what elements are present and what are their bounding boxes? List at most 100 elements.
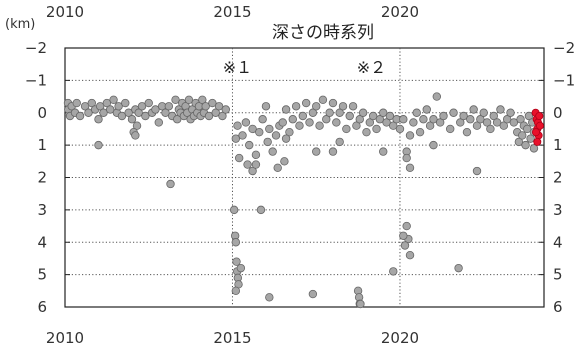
y-tick-label-left: 3 [37,201,47,219]
data-point [405,131,415,140]
data-point [308,289,318,299]
data-point [117,111,127,121]
data-point [362,127,371,137]
data-point [335,137,344,147]
data-point [234,153,244,163]
data-point [173,115,182,124]
data-point [356,299,365,309]
data-point [469,105,478,114]
data-point-highlight [533,137,542,146]
data-point [134,108,143,117]
x-tick-label-bottom: 2015 [213,329,251,347]
annotations: ※１ ※２ [223,58,386,77]
data-point [429,115,438,124]
annotation-2: ※２ [357,58,386,77]
data-point [312,102,321,111]
data-point [281,134,291,143]
y-axis-unit-label: (km) [5,17,35,32]
data-points [63,92,544,309]
data-point [462,127,472,137]
data-point [99,108,108,117]
data-point [109,95,118,104]
x-tick-labels-bottom: 2010 2015 2020 [46,329,419,347]
data-point [241,118,251,127]
data-point [229,205,239,215]
data-point [446,124,455,134]
data-point [295,121,304,130]
data-point [261,102,271,111]
data-point [131,131,140,140]
y-tick-label-right: 2 [553,169,563,187]
data-point [315,121,324,130]
data-point [291,102,301,111]
data-point [449,108,458,117]
data-point [305,118,314,127]
data-point [482,118,492,127]
data-point [328,98,338,108]
data-point [368,111,378,121]
data-point [84,108,93,117]
data-point [409,118,418,127]
data-point [399,115,408,124]
data-point [382,118,391,127]
data-point [526,134,535,143]
data-point [509,118,519,127]
data-point [518,131,527,140]
data-point [171,95,180,104]
data-point [415,127,425,137]
data-point [429,140,438,150]
data-point [432,92,442,101]
data-point [124,108,133,117]
x-tick-labels-top: 2010 2015 2020 [46,3,419,21]
annotation-1: ※１ [223,58,252,77]
data-point [338,102,348,111]
data-point [243,160,252,169]
data-point [214,102,224,111]
data-point [280,157,289,166]
data-point [308,108,318,117]
data-point [281,105,291,114]
data-point [236,263,246,273]
data-point [94,115,103,124]
grid-lines [65,48,544,307]
data-point [435,118,445,127]
y-tick-labels-left: −2 −1 0 1 2 3 4 5 6 [25,39,70,316]
data-point [352,121,361,130]
data-point [402,221,411,231]
data-point [248,166,257,176]
data-point [198,95,207,104]
data-point [231,238,241,247]
data-point [365,118,375,127]
data-point [335,108,344,117]
data-point [492,118,502,127]
data-point [106,105,115,114]
data-point [405,163,415,172]
data-point [405,250,415,260]
y-tick-label-left: 0 [37,104,47,122]
data-point [489,111,498,121]
data-point [221,105,230,114]
data-point [523,124,532,134]
data-point [389,267,398,276]
data-point [514,137,524,147]
chart-title: 深さの時系列 [272,23,374,43]
y-tick-label-right: 0 [553,104,563,122]
data-point [419,115,428,124]
data-point [402,153,411,163]
data-point [238,131,247,140]
y-tick-label-left: −1 [25,71,47,89]
data-point [472,166,482,176]
data-point [459,111,468,121]
data-point [395,124,405,134]
data-point [255,127,264,137]
data-point [502,115,512,124]
x-tick-label-top: 2010 [46,3,84,21]
data-point [121,98,130,108]
data-point [472,121,482,130]
data-point [141,111,150,121]
data-point [95,102,105,111]
y-tick-label-right: 4 [553,233,563,251]
data-point [399,231,408,240]
data-point [265,293,274,302]
